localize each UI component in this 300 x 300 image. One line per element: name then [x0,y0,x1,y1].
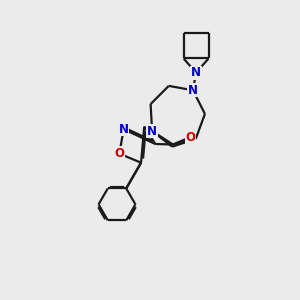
Text: O: O [186,130,196,143]
Text: N: N [191,66,201,79]
Text: N: N [188,84,198,97]
Text: N: N [147,124,157,138]
Text: N: N [119,123,129,136]
Text: O: O [114,147,124,160]
